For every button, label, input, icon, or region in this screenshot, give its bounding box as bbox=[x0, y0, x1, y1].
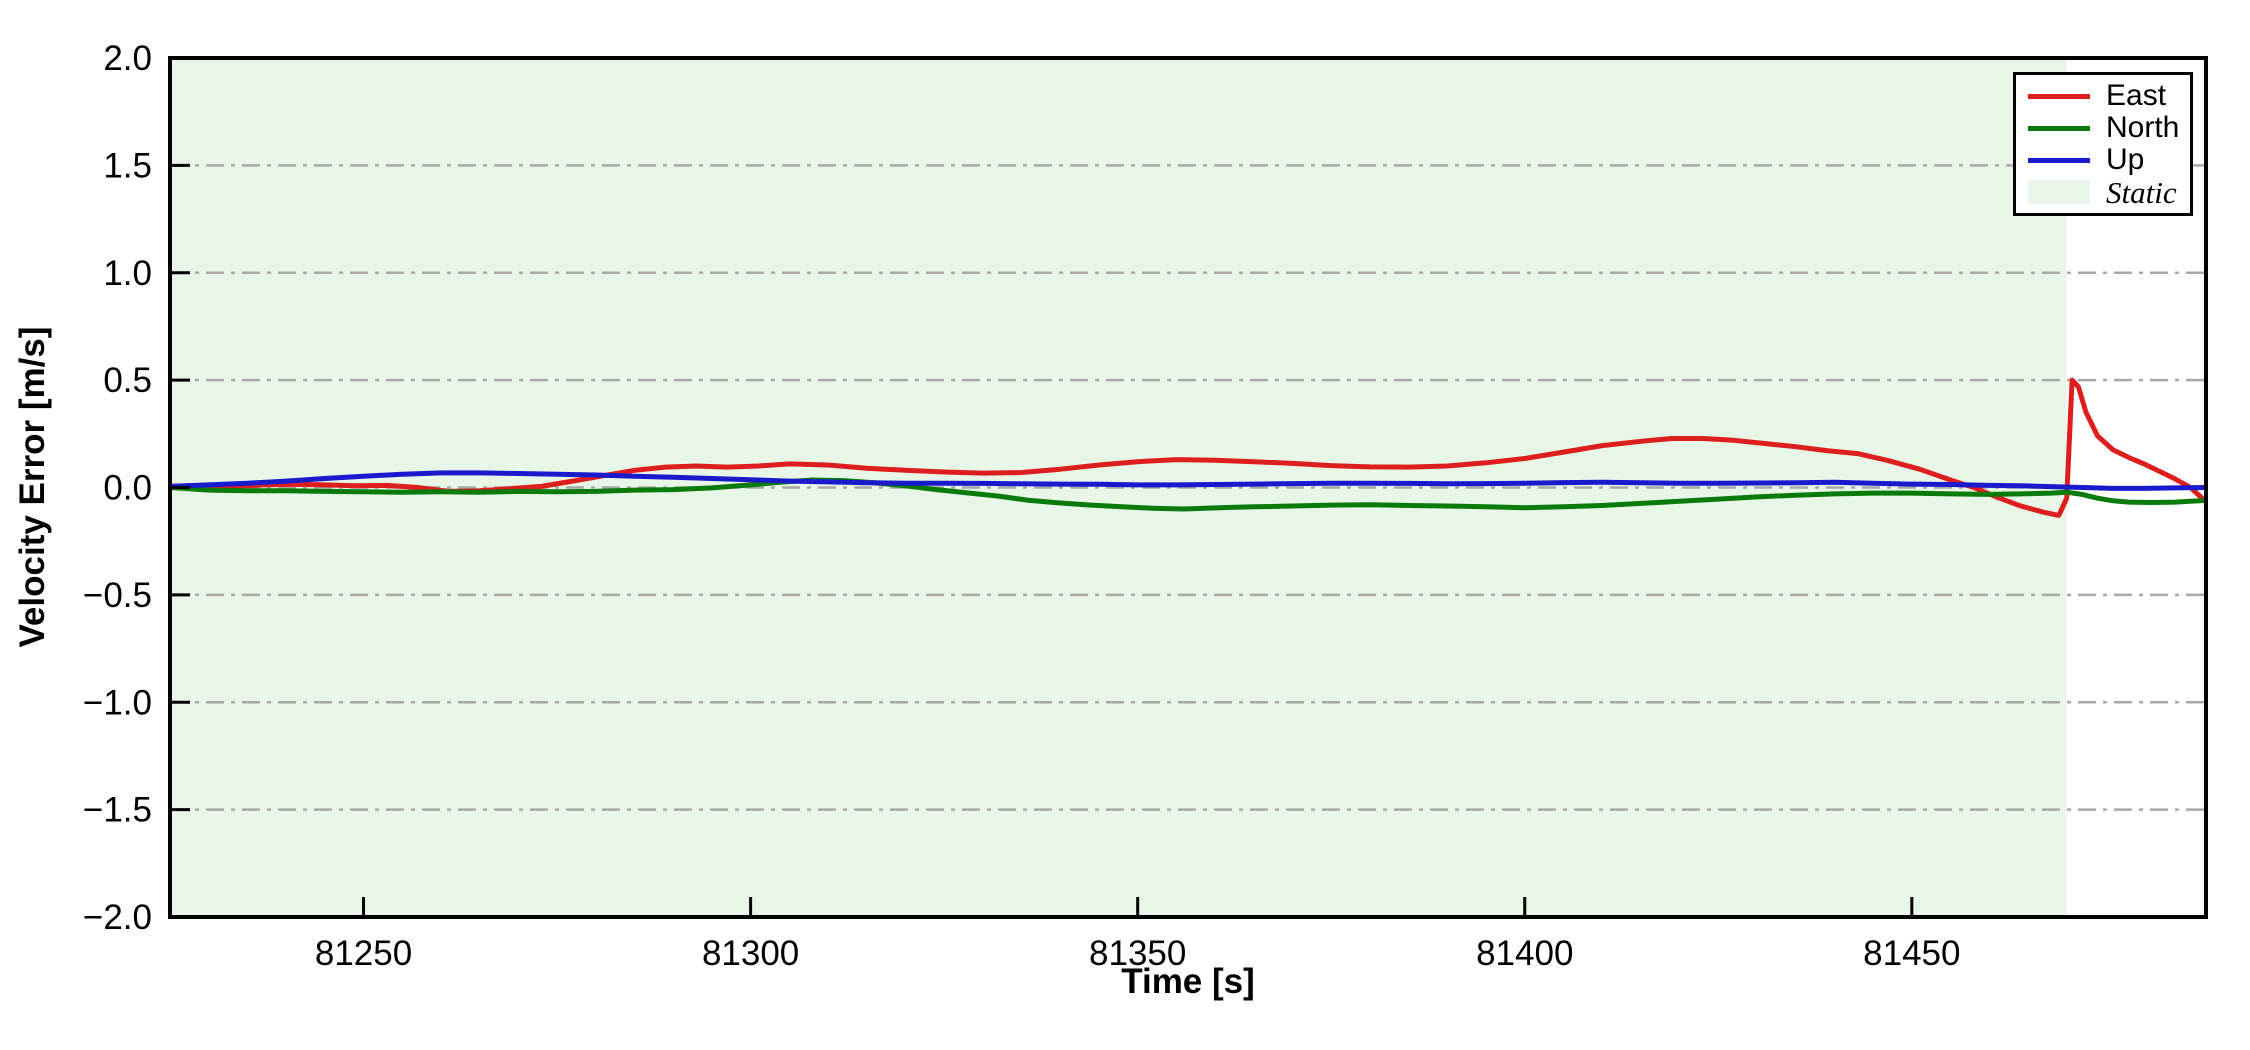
x-tick-label-81250: 81250 bbox=[315, 934, 412, 973]
y-axis-title: Velocity Error [m/s] bbox=[13, 326, 52, 648]
y-tick-label-0.0: 0.0 bbox=[103, 469, 152, 508]
legend-label-east: East bbox=[2106, 79, 2167, 112]
up-line bbox=[170, 470, 2206, 491]
y-tick-label-−2.0: −2.0 bbox=[83, 898, 152, 937]
legend-item-up: Up bbox=[2028, 145, 2178, 176]
y-tick-label-1.0: 1.0 bbox=[103, 254, 152, 293]
north-line bbox=[170, 477, 2206, 512]
x-tick-label-81350: 81350 bbox=[1089, 934, 1186, 973]
y-tick-label-−1.0: −1.0 bbox=[83, 683, 152, 722]
legend-item-static: Static bbox=[2028, 177, 2178, 208]
up-line-swatch bbox=[2028, 157, 2090, 163]
y-tick-label-1.5: 1.5 bbox=[103, 146, 152, 185]
y-tick-label-−1.5: −1.5 bbox=[83, 791, 152, 830]
east-line bbox=[170, 377, 2206, 518]
x-axis-title: Time [s] bbox=[1121, 962, 1255, 1001]
x-tick-label-81450: 81450 bbox=[1863, 934, 1960, 973]
legend-label-static: Static bbox=[2106, 174, 2177, 210]
legend-item-north: North bbox=[2028, 111, 2180, 144]
east-line-swatch bbox=[2028, 93, 2090, 99]
static-patch-swatch bbox=[2028, 180, 2090, 204]
x-tick-label-81300: 81300 bbox=[702, 934, 799, 973]
legend: East North Up Static bbox=[2013, 72, 2193, 216]
legend-label-up: Up bbox=[2106, 143, 2145, 176]
legend-item-east: East bbox=[2028, 81, 2178, 112]
x-tick-label-81400: 81400 bbox=[1476, 934, 1573, 973]
legend-label-north: North bbox=[2106, 111, 2180, 144]
north-line-swatch bbox=[2028, 125, 2090, 131]
y-tick-label-2.0: 2.0 bbox=[103, 39, 152, 78]
y-tick-label-−0.5: −0.5 bbox=[83, 576, 152, 615]
y-tick-label-0.5: 0.5 bbox=[103, 361, 152, 400]
